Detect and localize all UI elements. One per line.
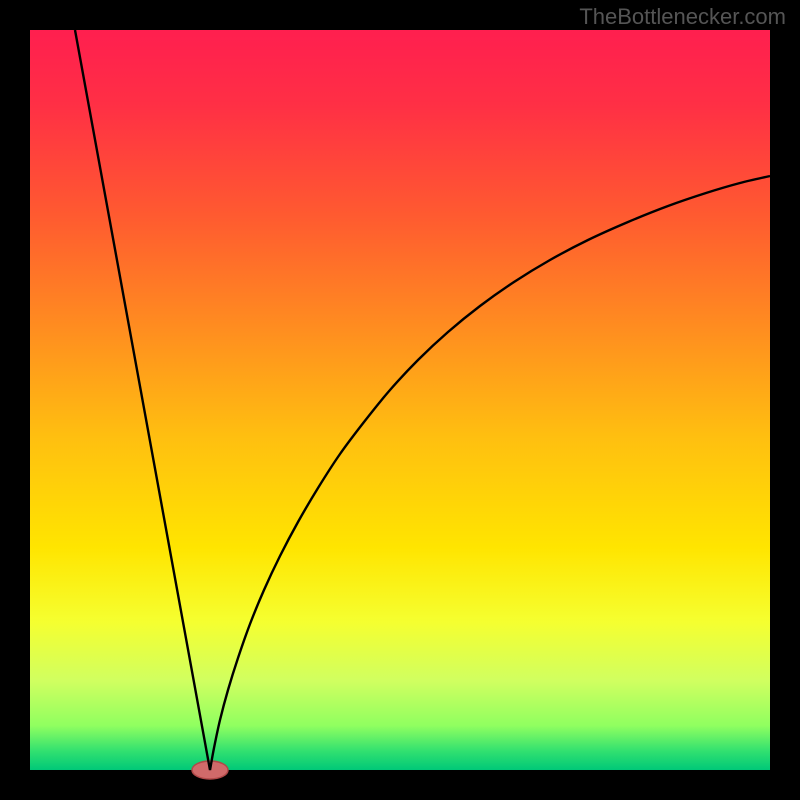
chart-container: { "watermark": { "text": "TheBottlenecke… [0, 0, 800, 800]
chart-plot-area [30, 30, 770, 770]
bottleneck-chart [0, 0, 800, 800]
watermark-text: TheBottlenecker.com [579, 4, 786, 30]
